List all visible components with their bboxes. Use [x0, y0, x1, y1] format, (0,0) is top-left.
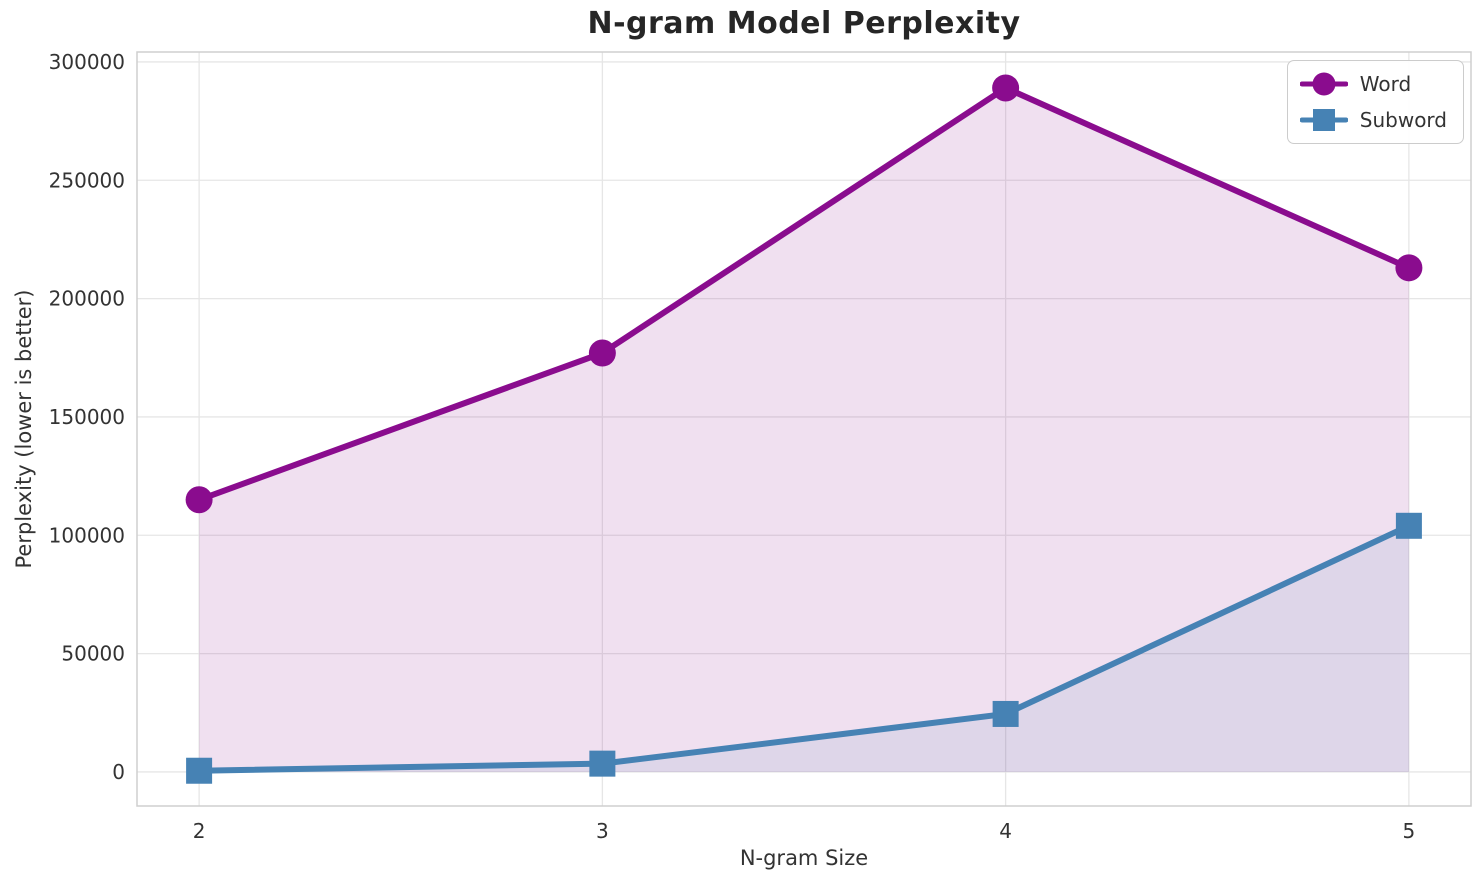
y-tick-label: 50000	[61, 642, 125, 666]
chart-title: N-gram Model Perplexity	[587, 6, 1021, 41]
subword-line	[196, 522, 1412, 774]
x-tick-label: 4	[999, 819, 1012, 843]
subword-area-fill	[199, 525, 1409, 772]
word-circle-marker-icon	[1299, 72, 1348, 96]
subword-marker	[992, 700, 1019, 727]
subword-marker	[1395, 512, 1422, 539]
word-area-fill	[199, 87, 1409, 772]
subword-marker	[589, 750, 616, 777]
x-tick-label: 2	[193, 819, 206, 843]
word-line	[196, 84, 1412, 503]
y-tick-label: 200000	[49, 287, 125, 311]
legend: Word Subword	[1286, 60, 1464, 144]
y-tick-label: 100000	[49, 523, 125, 547]
y-axis-label: Perplexity (lower is better)	[12, 289, 36, 569]
y-tick-label: 250000	[49, 168, 125, 192]
y-tick-label: 0	[112, 760, 125, 784]
legend-label-subword: Subword	[1359, 108, 1447, 132]
x-tick-label: 3	[596, 819, 609, 843]
word-marker	[185, 486, 213, 514]
legend-item-subword: Subword	[1299, 106, 1447, 134]
word-marker	[1395, 254, 1423, 282]
subword-marker	[186, 757, 213, 784]
word-marker	[992, 74, 1020, 102]
x-tick-label: 5	[1403, 819, 1416, 843]
x-axis-label: N-gram Size	[739, 846, 869, 870]
legend-label-word: Word	[1359, 72, 1412, 96]
word-marker	[588, 339, 616, 367]
y-tick-label: 300000	[49, 50, 125, 74]
subword-square-marker-icon	[1299, 109, 1348, 131]
legend-item-word: Word	[1299, 70, 1447, 98]
y-tick-label: 150000	[49, 405, 125, 429]
plot-border	[136, 51, 1472, 807]
